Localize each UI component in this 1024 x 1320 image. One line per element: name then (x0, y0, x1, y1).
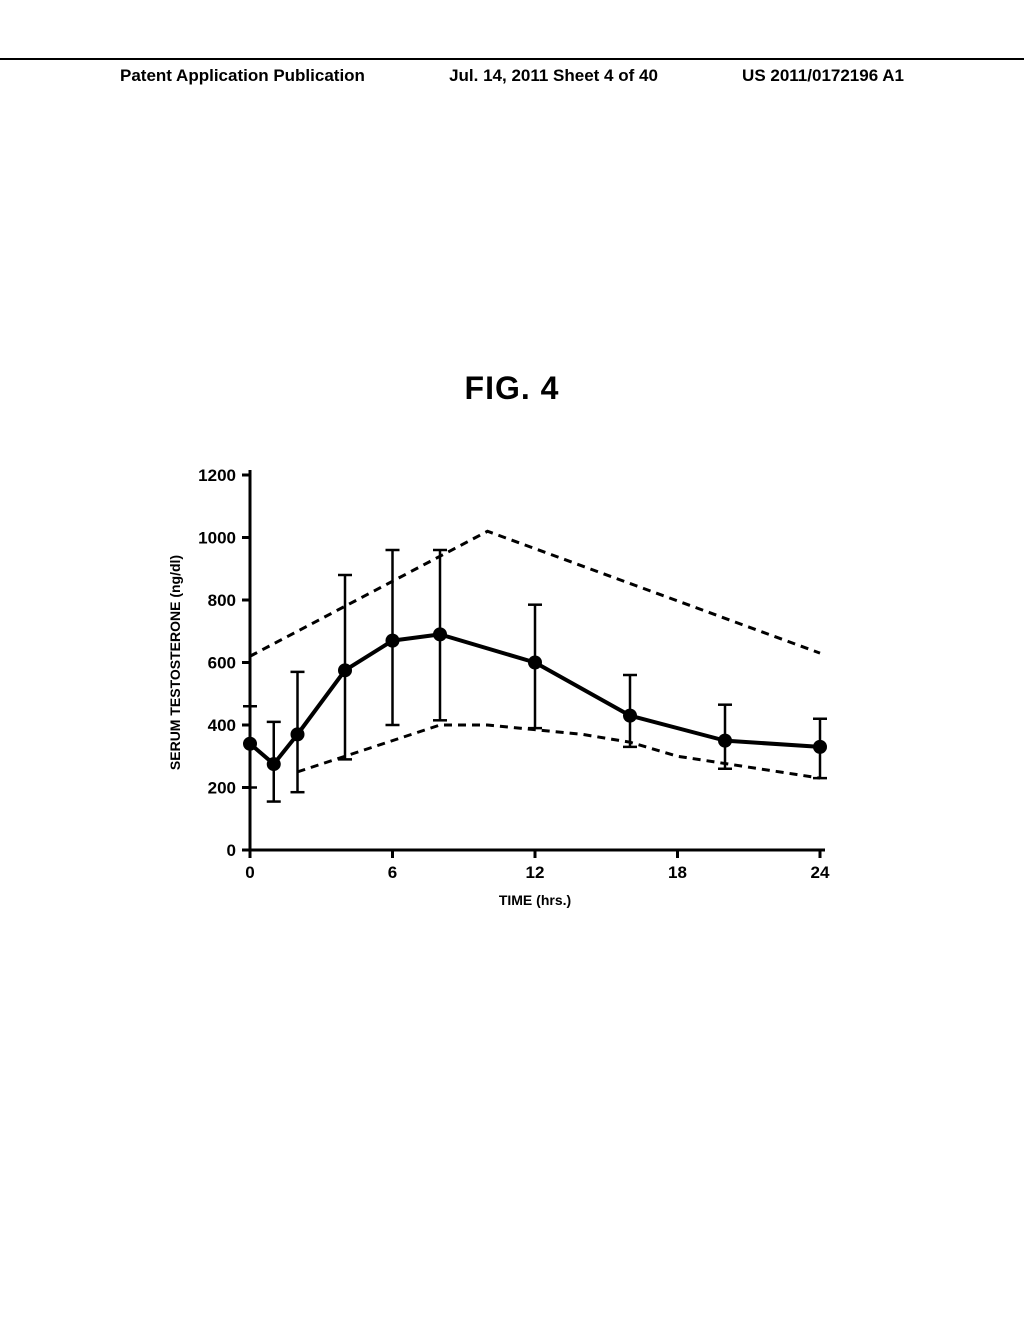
svg-text:200: 200 (208, 779, 236, 798)
page-header: Patent Application Publication Jul. 14, … (0, 58, 1024, 86)
svg-text:1000: 1000 (198, 529, 236, 548)
chart-svg: 0 200 400 600 800 1000 1200 0 6 12 18 24 TIME (hrs.)… (155, 460, 855, 930)
svg-text:TIME (hrs.): TIME (hrs.) (499, 892, 571, 908)
svg-text:800: 800 (208, 591, 236, 610)
svg-text:18: 18 (668, 863, 687, 882)
svg-text:0: 0 (245, 863, 254, 882)
svg-text:0: 0 (227, 841, 236, 860)
figure-title: FIG. 4 (0, 370, 1024, 407)
svg-text:1200: 1200 (198, 466, 236, 485)
svg-text:24: 24 (811, 863, 830, 882)
svg-text:SERUM TESTOSTERONE (ng/dl): SERUM TESTOSTERONE (ng/dl) (167, 555, 183, 770)
header-right: US 2011/0172196 A1 (742, 66, 904, 86)
chart-container: 0 200 400 600 800 1000 1200 0 6 12 18 24 TIME (hrs.)… (155, 460, 855, 930)
svg-text:6: 6 (388, 863, 397, 882)
svg-text:12: 12 (526, 863, 545, 882)
svg-text:600: 600 (208, 654, 236, 673)
svg-text:400: 400 (208, 716, 236, 735)
header-center: Jul. 14, 2011 Sheet 4 of 40 (449, 66, 658, 86)
header-left: Patent Application Publication (120, 66, 365, 86)
